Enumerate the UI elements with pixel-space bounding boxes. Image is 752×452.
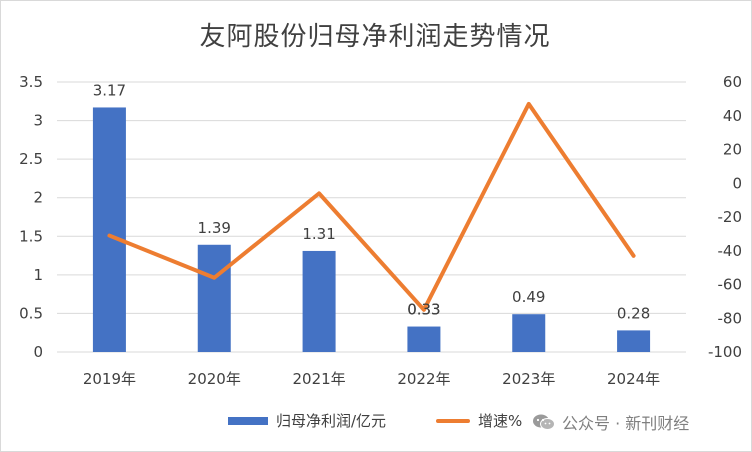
y-left-tick-label: 2 [33, 189, 43, 207]
x-tick-label: 2024年 [607, 370, 660, 388]
bar-data-label: 0.49 [512, 288, 545, 306]
y-left-tick-label: 3.5 [19, 73, 43, 91]
bar-data-label: 3.17 [93, 81, 126, 99]
growth-line [107, 101, 636, 312]
y-left-tick-label: 0.5 [19, 304, 43, 322]
bar [92, 107, 126, 352]
y-right-tick-label: -20 [718, 208, 743, 226]
bar-data-label: 1.31 [302, 225, 335, 243]
legend-bar-swatch [228, 416, 268, 425]
wechat-icon [532, 413, 556, 431]
y-right-tick-label: 60 [723, 73, 742, 91]
legend-bar-label: 归母净利润/亿元 [276, 412, 387, 430]
x-tick-label: 2023年 [502, 370, 555, 388]
legend-line-swatch [436, 418, 470, 423]
bar-data-label: 1.39 [198, 219, 231, 237]
legend-line-label: 增速% [478, 412, 523, 430]
y-right-tick-label: -100 [708, 343, 742, 361]
bar [302, 250, 336, 352]
y-left-tick-label: 0 [33, 343, 43, 361]
legend-item-bar: 归母净利润/亿元 [228, 410, 386, 431]
y-left-tick-label: 2.5 [19, 150, 43, 168]
y-right-tick-label: 40 [723, 107, 742, 125]
y-right-tick-label: 0 [732, 174, 742, 192]
bar [617, 330, 651, 352]
x-tick-label: 2020年 [188, 370, 241, 388]
watermark-text: 公众号 · 新刊财经 [562, 414, 690, 433]
x-tick-label: 2019年 [83, 370, 136, 388]
watermark: 公众号 · 新刊财经 [532, 410, 689, 434]
y-left-tick-label: 1 [33, 266, 43, 284]
y-right-tick-label: -40 [718, 242, 743, 260]
bar-data-label: 0.28 [617, 304, 650, 322]
bar [197, 244, 231, 352]
x-tick-label: 2022年 [397, 370, 450, 388]
bar-data-label-overlay: 0.33 [407, 301, 440, 319]
x-tick-label: 2021年 [292, 370, 345, 388]
chart-title: 友阿股份归母净利润走势情况 [199, 22, 551, 52]
y-right-tick-label: -60 [718, 276, 743, 294]
bar [407, 326, 441, 352]
y-right-tick-label: -80 [718, 309, 743, 327]
y-right-tick-label: 20 [723, 141, 742, 159]
bar [512, 314, 546, 352]
y-left-tick-label: 1.5 [19, 227, 43, 245]
legend-item-line: 增速% [436, 410, 522, 431]
y-left-tick-label: 3 [33, 112, 43, 130]
